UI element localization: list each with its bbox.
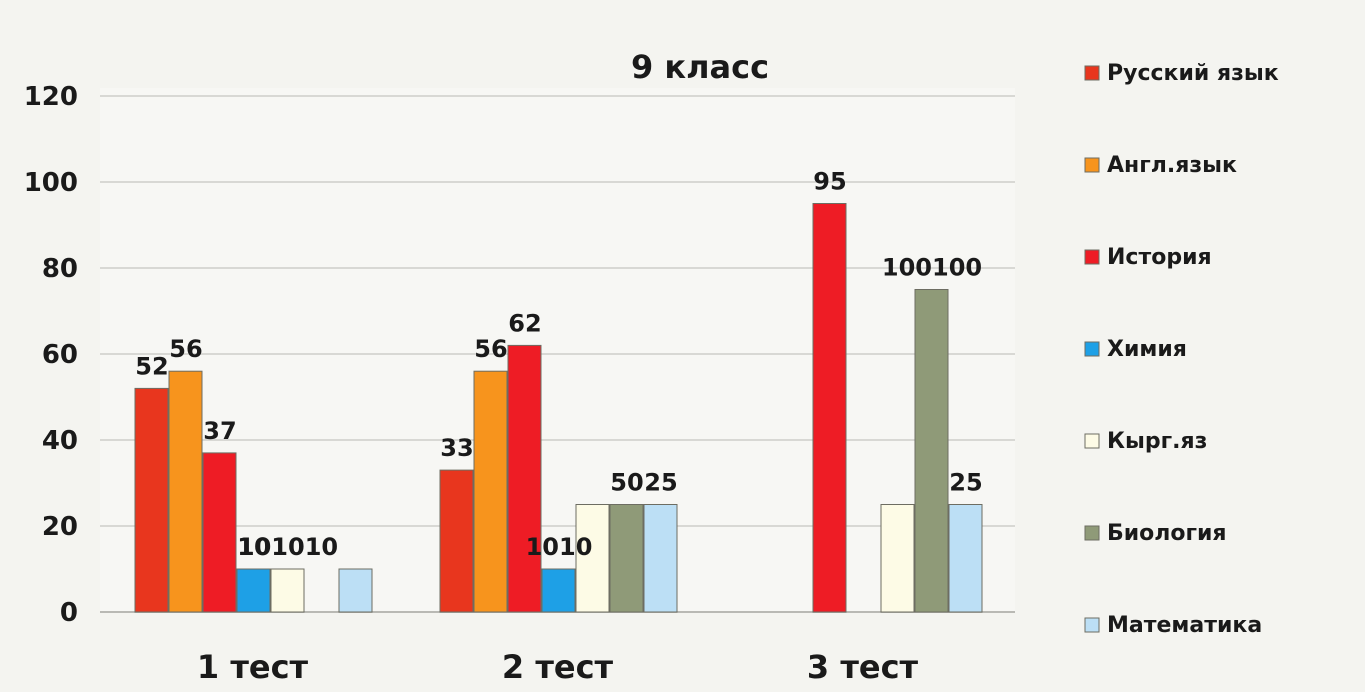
bar-история-3 (812, 203, 847, 613)
y-tick-label: 40 (42, 426, 78, 456)
y-tick-label: 100 (24, 168, 78, 198)
data-label: 25 (644, 469, 677, 497)
bar-химия-2 (541, 568, 576, 613)
legend-label: Англ.язык (1107, 153, 1237, 178)
data-label: 33 (440, 434, 473, 462)
bar-история-1 (202, 452, 237, 613)
legend-label: Кырг.яз (1107, 429, 1207, 454)
legend-label: Математика (1107, 613, 1262, 638)
legend-swatch (1084, 433, 1100, 449)
y-tick-label: 0 (60, 598, 78, 628)
bar-математика-1 (338, 568, 373, 613)
data-label: 10 (237, 533, 270, 561)
legend-label: Биология (1107, 521, 1227, 546)
legend-label: Химия (1107, 337, 1187, 362)
plot-background (100, 88, 1015, 612)
bar-кырг-яз-1 (270, 568, 305, 613)
data-label: 1010 (526, 533, 593, 561)
data-label: 50 (610, 469, 643, 497)
bar-кырг-яз-3 (880, 504, 915, 613)
legend-swatch (1084, 157, 1100, 173)
data-label: 56 (169, 335, 202, 363)
data-label: 56 (474, 335, 507, 363)
data-label: 25 (949, 469, 982, 497)
data-label: 62 (508, 309, 541, 337)
legend-swatch (1084, 617, 1100, 633)
bar-математика-2 (643, 504, 678, 613)
x-category-label: 1 тест (197, 648, 309, 686)
bar-биология-2 (609, 504, 644, 613)
data-label: 52 (135, 352, 168, 380)
x-category-label: 2 тест (502, 648, 614, 686)
bar-кырг-яз-2 (575, 504, 610, 613)
data-label: 95 (813, 168, 846, 196)
y-tick-label: 120 (24, 82, 78, 112)
bar-математика-3 (948, 504, 983, 613)
data-label: 37 (203, 417, 236, 445)
legend-swatch (1084, 341, 1100, 357)
bar-химия-1 (236, 568, 271, 613)
chart-title: 9 класс (631, 48, 769, 86)
bar-история-2 (507, 344, 542, 613)
y-tick-label: 20 (42, 512, 78, 542)
legend-label: Русский язык (1107, 61, 1279, 86)
legend-swatch (1084, 249, 1100, 265)
legend-swatch (1084, 65, 1100, 81)
y-tick-label: 60 (42, 340, 78, 370)
data-label: 100100 (882, 254, 982, 282)
legend-swatch (1084, 525, 1100, 541)
legend-label: История (1107, 245, 1212, 270)
bar-англ-язык-1 (168, 370, 203, 613)
bar-биология-3 (914, 289, 949, 613)
bar-русский-язык-2 (439, 469, 474, 613)
x-category-label: 3 тест (807, 648, 919, 686)
bar-англ-язык-2 (473, 370, 508, 613)
y-tick-label: 80 (42, 254, 78, 284)
bar-русский-язык-1 (134, 387, 169, 613)
data-label: 101010 (238, 533, 338, 561)
